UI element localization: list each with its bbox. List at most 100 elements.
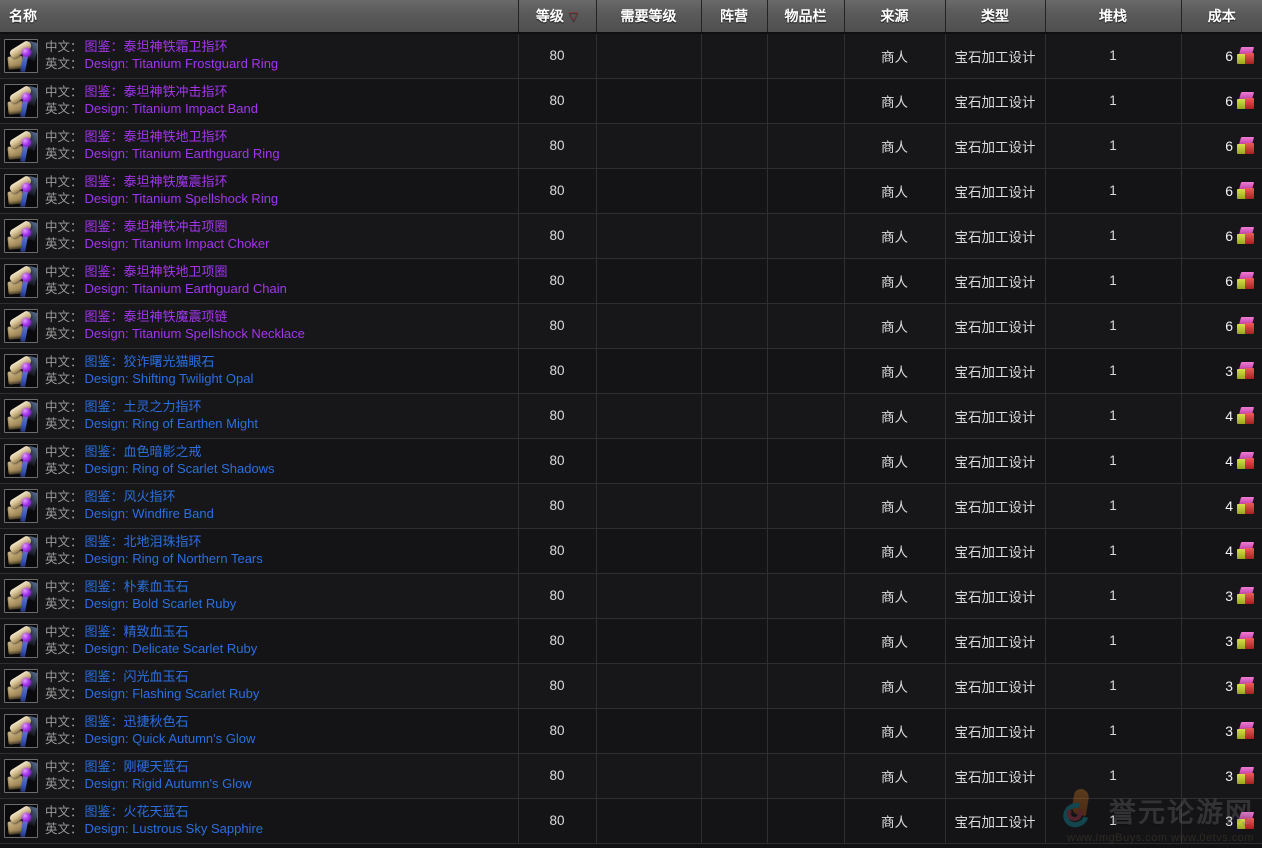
item-link-cn[interactable]: 图鉴：泰坦神铁冲击指环 [84,83,228,99]
cell-faction [701,663,768,709]
cost-wrap: 6 [1225,137,1255,154]
lang-label-en: 英文： [45,686,83,701]
design-scroll-icon[interactable] [4,623,38,658]
item-link-cn[interactable]: 图鉴：北地泪珠指环 [84,533,202,549]
cell-source: 商人 [844,33,946,79]
cell-name: 中文： 图鉴：血色暗影之戒 英文： Design: Ring of Scarlet S… [0,438,519,484]
table-row[interactable]: 中文： 图鉴：朴素血玉石 英文： Design: Bold Scarlet Ruby 8… [0,573,1262,619]
column-header-level[interactable]: 等级 ▽ [518,0,597,34]
item-name-en-line: 英文： Design: Titanium Earthguard Chain [45,281,287,298]
design-scroll-icon[interactable] [4,713,38,748]
table-row[interactable]: 中文： 图鉴：狡诈曙光猫眼石 英文： Design: Shifting Twiligh… [0,348,1262,394]
cell-name: 中文： 图鉴：泰坦神铁霜卫指环 英文： Design: Titanium Frostg… [0,33,519,79]
design-scroll-icon[interactable] [4,443,38,478]
cell-name: 中文： 图鉴：闪光血玉石 英文： Design: Flashing Scarlet R… [0,663,519,709]
design-scroll-icon[interactable] [4,578,38,613]
item-link-en[interactable]: Design: Ring of Earthen Might [84,415,258,431]
item-link-en[interactable]: Design: Titanium Impact Choker [84,235,270,251]
table-row[interactable]: 中文： 图鉴：泰坦神铁魔震项链 英文： Design: Titanium Spells… [0,303,1262,349]
column-header-source[interactable]: 来源 [844,0,946,34]
item-link-en[interactable]: Design: Rigid Autumn's Glow [84,775,252,791]
design-scroll-icon[interactable] [4,488,38,523]
column-header-stack[interactable]: 堆栈 [1045,0,1182,34]
table-row[interactable]: 中文： 图鉴：刚硬天蓝石 英文： Design: Rigid Autumn's Glo… [0,753,1262,799]
cell-cost: 3 [1181,618,1262,664]
table-row[interactable]: 中文： 图鉴：泰坦神铁地卫项圈 英文： Design: Titanium Earthg… [0,258,1262,304]
item-link-cn[interactable]: 图鉴：土灵之力指环 [84,398,202,414]
item-link-cn[interactable]: 图鉴：火花天蓝石 [84,803,189,819]
item-name-en-line: 英文： Design: Bold Scarlet Ruby [45,596,236,613]
table-row[interactable]: 中文： 图鉴：闪光血玉石 英文： Design: Flashing Scarlet R… [0,663,1262,709]
table-row[interactable]: 中文： 图鉴：土灵之力指环 英文： Design: Ring of Earthen M… [0,393,1262,439]
design-scroll-icon[interactable] [4,173,38,208]
table-row[interactable]: 中文： 图鉴：血色暗影之戒 英文： Design: Ring of Scarlet S… [0,438,1262,484]
item-link-en[interactable]: Design: Windfire Band [84,505,214,521]
item-link-en[interactable]: Design: Quick Autumn's Glow [84,730,256,746]
table-row[interactable]: 中文： 图鉴：精致血玉石 英文： Design: Delicate Scarlet R… [0,618,1262,664]
item-link-cn[interactable]: 图鉴：精致血玉石 [84,623,189,639]
item-link-en[interactable]: Design: Bold Scarlet Ruby [84,595,237,611]
item-link-cn[interactable]: 图鉴：血色暗影之戒 [84,443,202,459]
item-link-en[interactable]: Design: Lustrous Sky Sapphire [84,820,263,836]
item-link-en[interactable]: Design: Ring of Scarlet Shadows [84,460,275,476]
design-scroll-icon[interactable] [4,758,38,793]
cell-cost: 3 [1181,798,1262,844]
item-link-en[interactable]: Design: Titanium Spellshock Necklace [84,325,305,341]
item-link-cn[interactable]: 图鉴：刚硬天蓝石 [84,758,189,774]
design-scroll-icon[interactable] [4,668,38,703]
table-row[interactable]: 中文： 图鉴：火花天蓝石 英文： Design: Lustrous Sky Sapph… [0,798,1262,844]
cost-value: 6 [1225,92,1233,109]
emblem-token-icon [1237,362,1255,379]
cell-stack: 1 [1045,78,1182,124]
table-row[interactable]: 中文： 图鉴：泰坦神铁霜卫指环 英文： Design: Titanium Frostg… [0,33,1262,79]
design-scroll-icon[interactable] [4,398,38,433]
item-link-cn[interactable]: 图鉴：泰坦神铁魔震项链 [84,308,228,324]
item-link-cn[interactable]: 图鉴：泰坦神铁霜卫指环 [84,39,228,55]
table-row[interactable]: 中文： 图鉴：风火指环 英文： Design: Windfire Band 80 商人 宝石… [0,483,1262,529]
cell-source: 商人 [844,78,946,124]
design-scroll-icon[interactable] [4,128,38,163]
table-row[interactable]: 中文： 图鉴：泰坦神铁冲击项圈 英文： Design: Titanium Impact… [0,213,1262,259]
item-link-en[interactable]: Design: Delicate Scarlet Ruby [84,640,258,656]
item-link-cn[interactable]: 图鉴：泰坦神铁魔震指环 [84,173,228,189]
design-scroll-icon[interactable] [4,353,38,388]
item-link-en[interactable]: Design: Flashing Scarlet Ruby [84,685,260,701]
item-link-cn[interactable]: 图鉴：泰坦神铁地卫项圈 [84,263,228,279]
table-row[interactable]: 中文： 图鉴：泰坦神铁冲击指环 英文： Design: Titanium Impact… [0,78,1262,124]
item-link-en[interactable]: Design: Titanium Earthguard Chain [84,280,287,296]
table-row[interactable]: 中文： 图鉴：北地泪珠指环 英文： Design: Ring of Northern … [0,528,1262,574]
column-header-type[interactable]: 类型 [945,0,1046,34]
column-header-name[interactable]: 名称 [0,0,519,34]
item-link-en[interactable]: Design: Ring of Northern Tears [84,550,263,566]
item-name-wrap: 中文： 图鉴：北地泪珠指环 英文： Design: Ring of Northern … [4,533,518,568]
column-header-required-level[interactable]: 需要等级 [596,0,702,34]
table-row[interactable]: 中文： 图鉴：泰坦神铁魔震指环 英文： Design: Titanium Spells… [0,168,1262,214]
column-header-cost[interactable]: 成本 [1181,0,1262,34]
item-link-cn[interactable]: 图鉴：风火指环 [84,488,176,504]
design-scroll-icon[interactable] [4,218,38,253]
design-scroll-icon[interactable] [4,803,38,838]
design-scroll-icon[interactable] [4,263,38,298]
design-scroll-icon[interactable] [4,533,38,568]
item-link-cn[interactable]: 图鉴：泰坦神铁地卫指环 [84,128,228,144]
cell-level: 80 [518,303,597,349]
design-scroll-icon[interactable] [4,308,38,343]
item-link-en[interactable]: Design: Titanium Earthguard Ring [84,145,280,161]
cell-source: 商人 [844,438,946,484]
item-link-en[interactable]: Design: Shifting Twilight Opal [84,370,254,386]
column-header-slot[interactable]: 物品栏 [767,0,845,34]
table-row[interactable]: 中文： 图鉴：迅捷秋色石 英文： Design: Quick Autumn's Glo… [0,708,1262,754]
column-header-faction[interactable]: 阵营 [701,0,768,34]
item-link-cn[interactable]: 图鉴：朴素血玉石 [84,578,189,594]
design-scroll-icon[interactable] [4,83,38,118]
item-name-lines: 中文： 图鉴：泰坦神铁冲击指环 英文： Design: Titanium Impact… [45,84,258,117]
item-link-en[interactable]: Design: Titanium Impact Band [84,100,258,116]
table-row[interactable]: 中文： 图鉴：泰坦神铁地卫指环 英文： Design: Titanium Earthg… [0,123,1262,169]
item-link-cn[interactable]: 图鉴：迅捷秋色石 [84,713,189,729]
item-link-cn[interactable]: 图鉴：闪光血玉石 [84,668,189,684]
item-link-en[interactable]: Design: Titanium Frostguard Ring [84,55,279,71]
item-link-cn[interactable]: 图鉴：狡诈曙光猫眼石 [84,353,215,369]
item-link-cn[interactable]: 图鉴：泰坦神铁冲击项圈 [84,218,228,234]
design-scroll-icon[interactable] [4,38,38,73]
item-link-en[interactable]: Design: Titanium Spellshock Ring [84,190,279,206]
